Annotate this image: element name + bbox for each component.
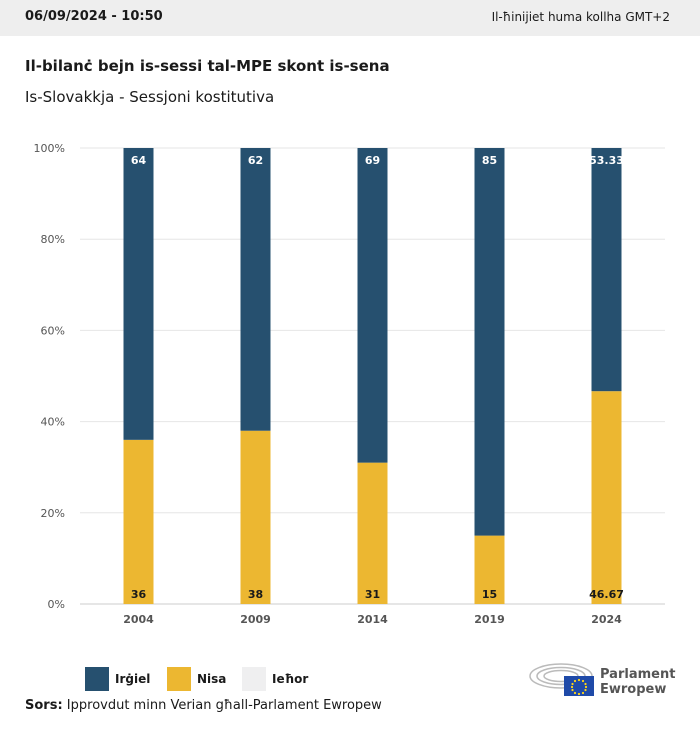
legend-label-women: Nisa bbox=[197, 672, 227, 686]
data-label-men: 53.33 bbox=[589, 154, 624, 167]
bar-men bbox=[474, 148, 505, 536]
bar-women bbox=[123, 439, 154, 604]
timezone-note: Il-ħinijiet huma kollha GMT+2 bbox=[491, 10, 670, 24]
european-parliament-logo: Parlament Ewropew bbox=[528, 660, 688, 700]
y-tick-label: 80% bbox=[41, 233, 65, 246]
x-tick-label: 2019 bbox=[474, 613, 505, 626]
source-text: Ipprovdut minn Verian għall-Parlament Ew… bbox=[66, 698, 382, 713]
chart-title: Il-bilanċ bejn is-sessi tal-MPE skont is… bbox=[25, 57, 390, 75]
x-tick-label: 2004 bbox=[123, 613, 154, 626]
legend-label-other: Ieħor bbox=[272, 672, 309, 686]
logo-line-2: Ewropew bbox=[600, 682, 667, 697]
x-tick-label: 2009 bbox=[240, 613, 271, 626]
bar-men bbox=[591, 148, 622, 392]
data-label-women: 46.67 bbox=[589, 588, 624, 601]
data-label-women: 36 bbox=[131, 588, 147, 601]
parliament-emblem-icon bbox=[529, 663, 594, 696]
data-label-women: 38 bbox=[248, 588, 263, 601]
data-label-men: 85 bbox=[482, 154, 497, 167]
legend-swatch-other bbox=[242, 667, 266, 691]
data-label-women: 15 bbox=[482, 588, 497, 601]
y-tick-label: 0% bbox=[48, 598, 65, 611]
data-label-women: 31 bbox=[365, 588, 380, 601]
bar-men bbox=[240, 148, 271, 431]
legend-label-men: Irġiel bbox=[115, 672, 151, 686]
source-label: Sors: bbox=[25, 698, 63, 713]
bar-men bbox=[123, 148, 154, 440]
legend-swatch-women bbox=[167, 667, 191, 691]
bar-women bbox=[591, 391, 622, 604]
bar-men bbox=[357, 148, 388, 463]
y-tick-label: 60% bbox=[41, 324, 65, 337]
logo-line-1: Parlament bbox=[600, 667, 676, 682]
y-tick-label: 40% bbox=[41, 416, 65, 429]
datetime: 06/09/2024 - 10:50 bbox=[25, 9, 163, 24]
top-bar: 06/09/2024 - 10:50 Il-ħinijiet huma koll… bbox=[0, 0, 700, 36]
bar-women bbox=[240, 430, 271, 604]
x-tick-label: 2024 bbox=[591, 613, 622, 626]
bar-women bbox=[474, 535, 505, 604]
bar-women bbox=[357, 462, 388, 604]
chart-subtitle: Is-Slovakkja - Sessjoni kostitutiva bbox=[25, 88, 275, 106]
bar-chart: 0% 20% 40% 60% 80% 100% 64 36 2004 62 38 2009 69 31 20… bbox=[34, 142, 665, 626]
source-note: Sors: Ipprovdut minn Verian għall-Parlam… bbox=[25, 698, 382, 713]
y-tick-label: 20% bbox=[41, 507, 65, 520]
y-tick-label: 100% bbox=[34, 142, 65, 155]
data-label-men: 64 bbox=[131, 154, 147, 167]
legend-swatch-men bbox=[85, 667, 109, 691]
data-label-men: 62 bbox=[248, 154, 263, 167]
x-tick-label: 2014 bbox=[357, 613, 388, 626]
data-label-men: 69 bbox=[365, 154, 380, 167]
